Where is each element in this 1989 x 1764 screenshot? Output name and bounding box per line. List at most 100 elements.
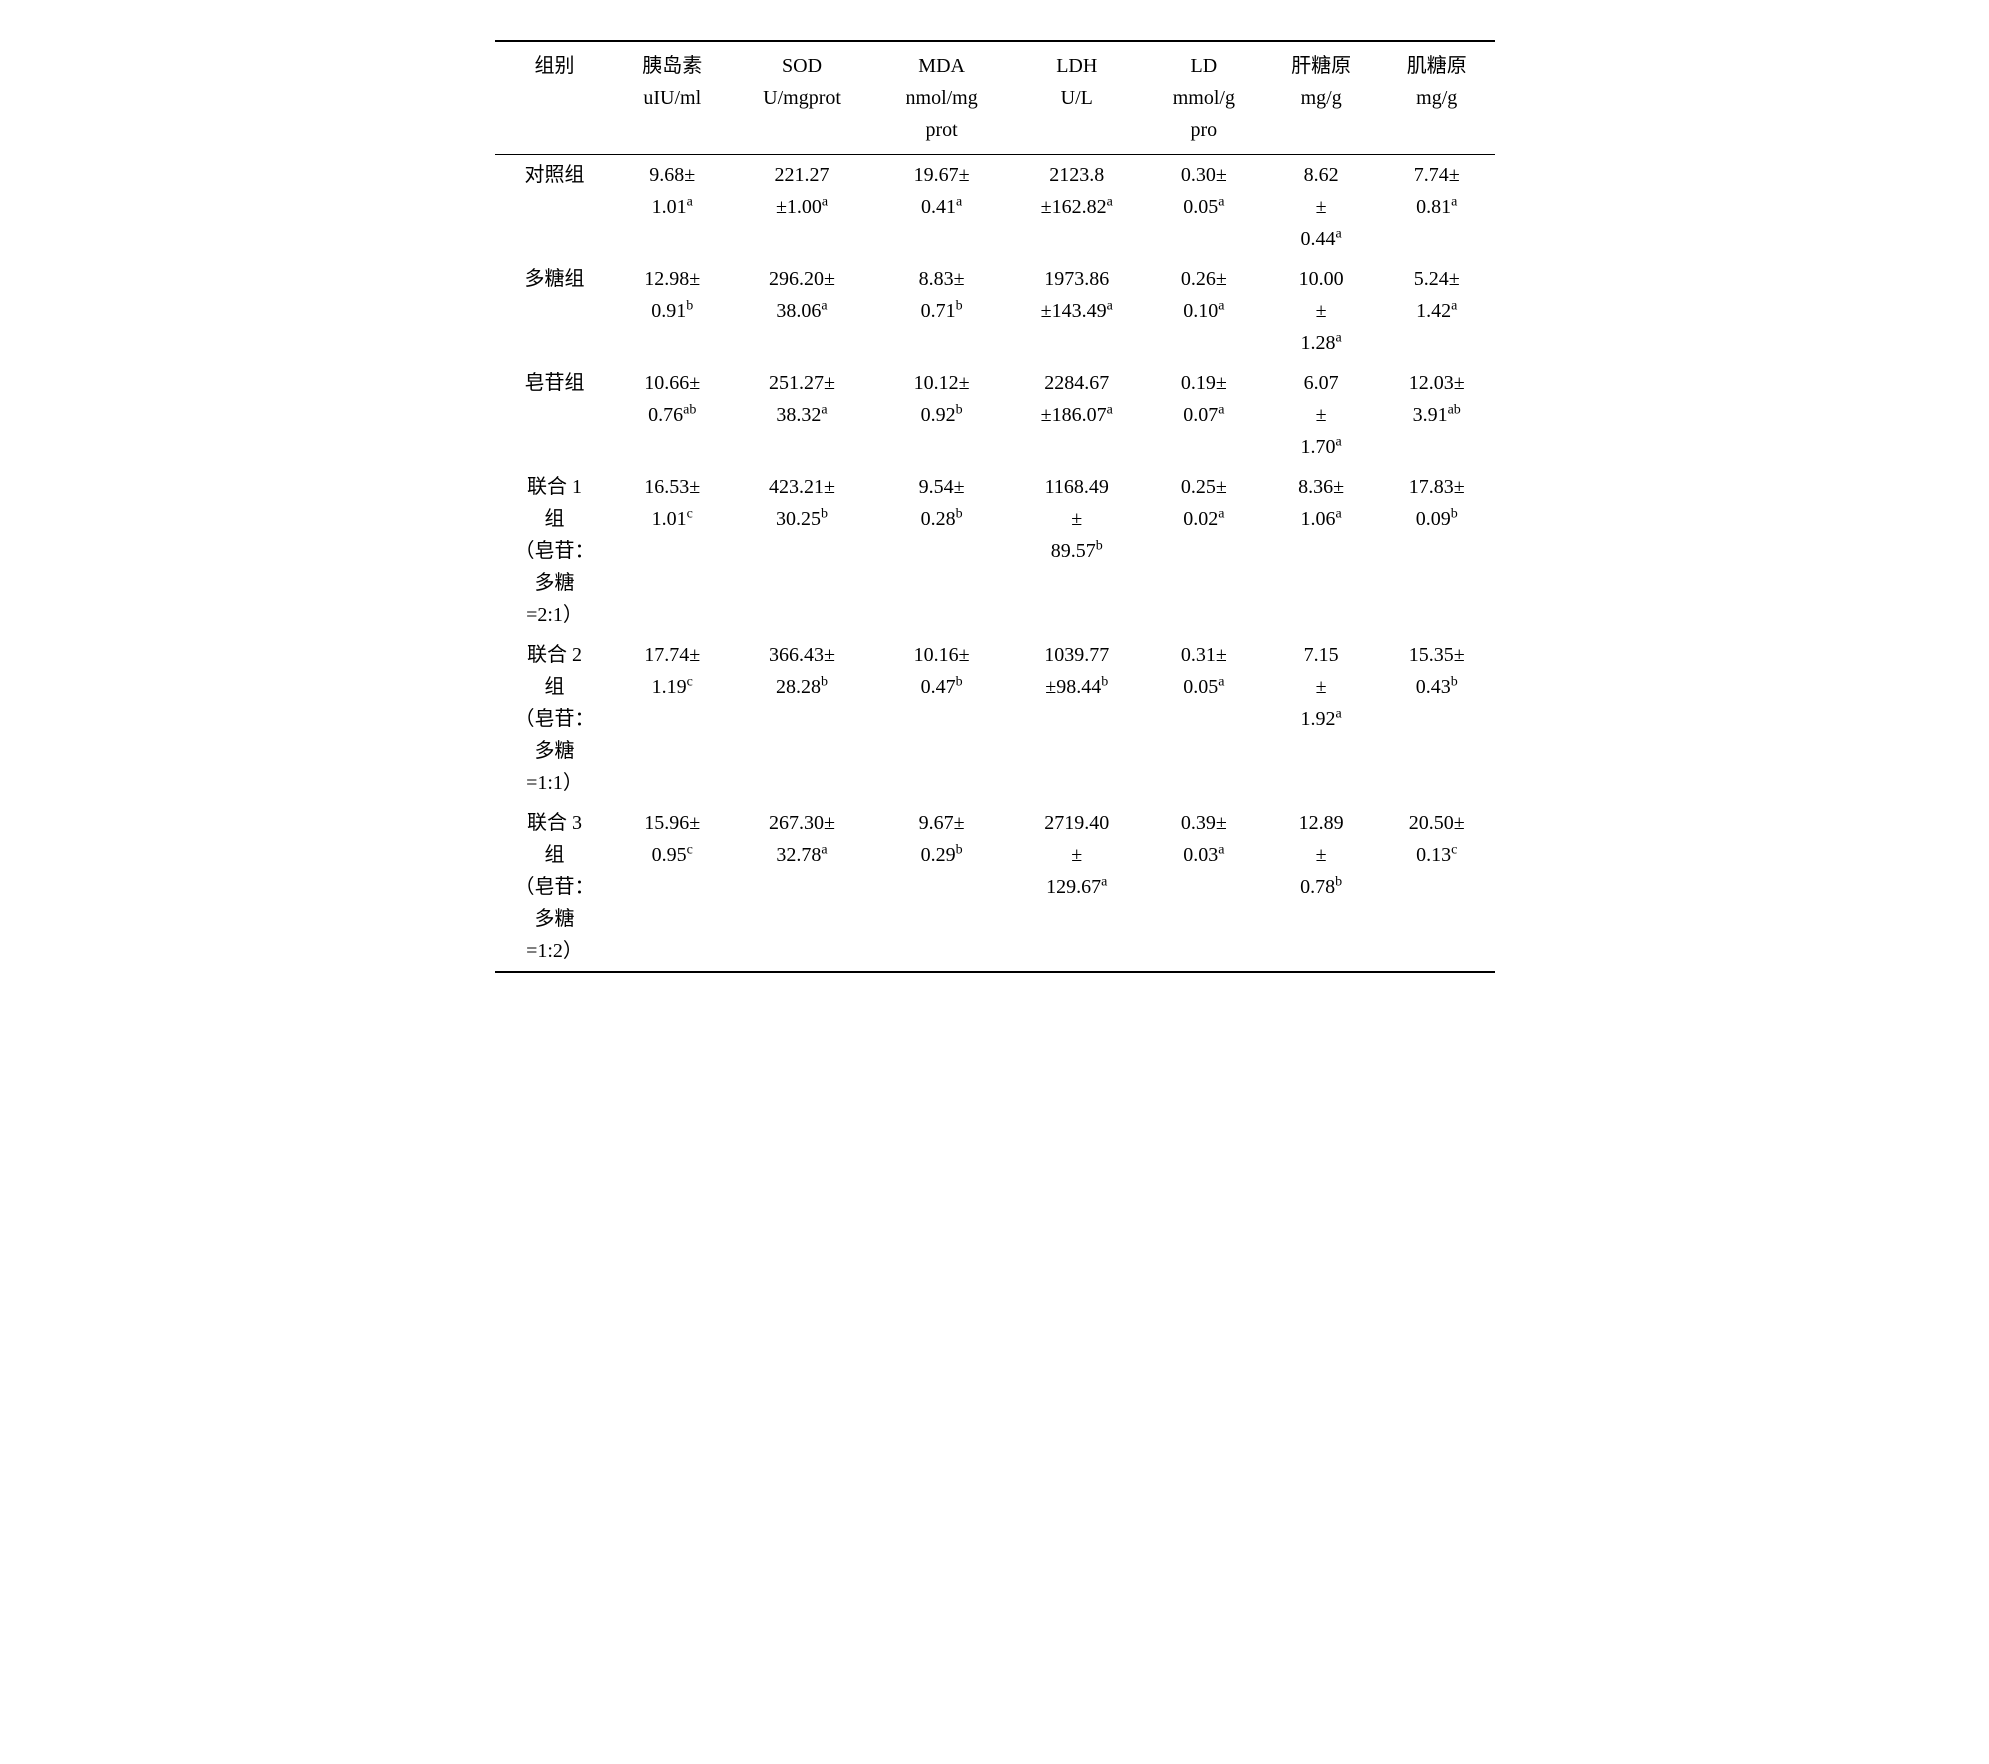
significance-marker: a [1336,330,1342,345]
significance-marker: a [1451,194,1457,209]
significance-marker: a [687,194,693,209]
data-cell: 8.83±0.71b [874,259,1009,363]
col-header-3: MDAnmol/mgprot [874,41,1009,155]
significance-marker: b [956,402,963,417]
significance-marker: c [687,842,693,857]
data-cell: 9.54±0.28b [874,467,1009,635]
data-cell: 1168.49±89.57b [1009,467,1144,635]
data-cell: 10.66±0.76ab [615,363,731,467]
data-cell: 423.21±30.25b [730,467,874,635]
significance-marker: a [1451,298,1457,313]
significance-marker: a [1218,402,1224,417]
data-cell: 0.30±0.05a [1144,155,1263,260]
data-cell: 0.19±0.07a [1144,363,1263,467]
data-cell: 221.27±1.00a [730,155,874,260]
data-cell: 267.30±32.78a [730,803,874,972]
significance-marker: b [956,842,963,857]
data-cell: 1039.77±98.44b [1009,635,1144,803]
significance-marker: a [1107,194,1113,209]
significance-marker: a [821,842,827,857]
data-cell: 5.24±1.42a [1379,259,1495,363]
data-cell: 0.39±0.03a [1144,803,1263,972]
data-cell: 8.36±1.06a [1263,467,1379,635]
data-cell: 2719.40±129.67a [1009,803,1144,972]
data-cell: 6.07±1.70a [1263,363,1379,467]
significance-marker: a [1336,506,1342,521]
significance-marker: b [821,506,828,521]
data-cell: 251.27±38.32a [730,363,874,467]
significance-marker: a [1336,706,1342,721]
group-cell: 联合 1组（皂苷：多糖=2:1） [495,467,615,635]
significance-marker: b [1451,506,1458,521]
significance-marker: b [956,298,963,313]
table-row: 联合 2组（皂苷：多糖=1:1）17.74±1.19c366.43±28.28b… [495,635,1495,803]
data-cell: 10.12±0.92b [874,363,1009,467]
table-row: 联合 1组（皂苷：多糖=2:1）16.53±1.01c423.21±30.25b… [495,467,1495,635]
significance-marker: b [1096,538,1103,553]
data-table: 组别胰岛素uIU/mlSODU/mgprotMDAnmol/mgprotLDHU… [495,40,1495,973]
data-cell: 0.26±0.10a [1144,259,1263,363]
significance-marker: a [1218,674,1224,689]
data-cell: 17.83±0.09b [1379,467,1495,635]
data-cell: 19.67±0.41a [874,155,1009,260]
significance-marker: a [1218,298,1224,313]
data-cell: 16.53±1.01c [615,467,731,635]
col-header-5: LDmmol/gpro [1144,41,1263,155]
col-header-6: 肝糖原mg/g [1263,41,1379,155]
significance-marker: a [1107,298,1113,313]
data-cell: 2123.8±162.82a [1009,155,1144,260]
significance-marker: a [956,194,962,209]
data-cell: 20.50±0.13c [1379,803,1495,972]
significance-marker: c [1451,842,1457,857]
significance-marker: b [956,674,963,689]
data-cell: 12.89±0.78b [1263,803,1379,972]
significance-marker: a [1101,874,1107,889]
data-cell: 10.16±0.47b [874,635,1009,803]
significance-marker: ab [1448,402,1461,417]
data-cell: 12.03±3.91ab [1379,363,1495,467]
data-cell: 2284.67±186.07a [1009,363,1144,467]
table-row: 多糖组12.98±0.91b296.20±38.06a8.83±0.71b197… [495,259,1495,363]
significance-marker: c [687,506,693,521]
data-cell: 0.31±0.05a [1144,635,1263,803]
significance-marker: b [686,298,693,313]
significance-marker: a [1336,226,1342,241]
significance-marker: a [822,194,828,209]
group-cell: 皂苷组 [495,363,615,467]
col-header-7: 肌糖原mg/g [1379,41,1495,155]
data-cell: 17.74±1.19c [615,635,731,803]
table-row: 皂苷组10.66±0.76ab251.27±38.32a10.12±0.92b2… [495,363,1495,467]
data-cell: 7.15±1.92a [1263,635,1379,803]
data-cell: 7.74±0.81a [1379,155,1495,260]
group-cell: 对照组 [495,155,615,260]
table-body: 对照组9.68±1.01a221.27±1.00a19.67±0.41a2123… [495,155,1495,973]
col-header-1: 胰岛素uIU/ml [615,41,731,155]
data-cell: 366.43±28.28b [730,635,874,803]
significance-marker: b [1101,674,1108,689]
significance-marker: a [821,402,827,417]
significance-marker: a [1107,402,1113,417]
significance-marker: c [687,674,693,689]
data-cell: 15.35±0.43b [1379,635,1495,803]
group-cell: 联合 3组（皂苷：多糖=1:2） [495,803,615,972]
significance-marker: b [1451,674,1458,689]
data-cell: 12.98±0.91b [615,259,731,363]
data-cell: 10.00±1.28a [1263,259,1379,363]
data-cell: 0.25±0.02a [1144,467,1263,635]
significance-marker: ab [683,402,696,417]
significance-marker: b [956,506,963,521]
col-header-4: LDHU/L [1009,41,1144,155]
significance-marker: a [1218,506,1224,521]
data-cell: 9.67±0.29b [874,803,1009,972]
data-cell: 296.20±38.06a [730,259,874,363]
significance-marker: a [1218,194,1224,209]
header-row: 组别胰岛素uIU/mlSODU/mgprotMDAnmol/mgprotLDHU… [495,41,1495,155]
table-header: 组别胰岛素uIU/mlSODU/mgprotMDAnmol/mgprotLDHU… [495,41,1495,155]
significance-marker: a [1336,434,1342,449]
col-header-2: SODU/mgprot [730,41,874,155]
data-cell: 8.62±0.44a [1263,155,1379,260]
data-cell: 9.68±1.01a [615,155,731,260]
significance-marker: a [821,298,827,313]
table-row: 联合 3组（皂苷：多糖=1:2）15.96±0.95c267.30±32.78a… [495,803,1495,972]
group-cell: 联合 2组（皂苷：多糖=1:1） [495,635,615,803]
